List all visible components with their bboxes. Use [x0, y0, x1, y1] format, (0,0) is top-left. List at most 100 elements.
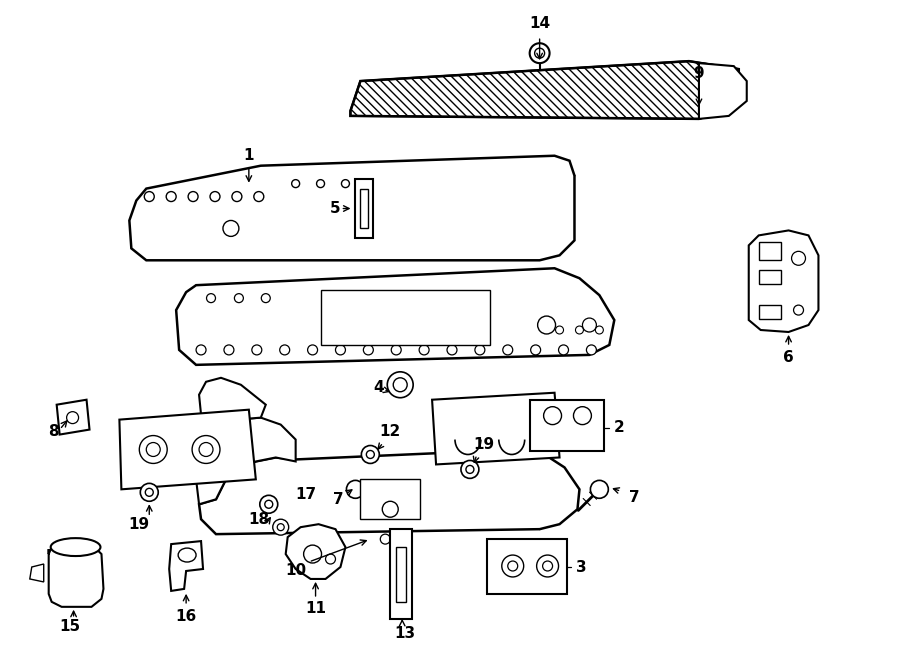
- Circle shape: [393, 378, 407, 392]
- Polygon shape: [199, 449, 580, 534]
- Circle shape: [535, 48, 544, 58]
- Text: 14: 14: [529, 16, 550, 31]
- Text: 19: 19: [129, 517, 150, 531]
- Text: 1: 1: [244, 148, 254, 163]
- Circle shape: [794, 305, 804, 315]
- Circle shape: [587, 345, 597, 355]
- Bar: [759, 243, 780, 260]
- Ellipse shape: [178, 548, 196, 562]
- Text: 7: 7: [629, 490, 640, 505]
- Circle shape: [261, 293, 270, 303]
- Circle shape: [317, 180, 325, 188]
- Bar: [360, 188, 368, 229]
- Circle shape: [326, 554, 336, 564]
- Text: 6: 6: [783, 350, 794, 366]
- Polygon shape: [49, 544, 104, 607]
- Polygon shape: [176, 268, 615, 365]
- Text: 2: 2: [614, 420, 625, 435]
- Text: 17: 17: [295, 486, 316, 502]
- Circle shape: [543, 561, 553, 571]
- Circle shape: [224, 345, 234, 355]
- Ellipse shape: [50, 538, 101, 556]
- Circle shape: [419, 345, 429, 355]
- Circle shape: [140, 483, 158, 501]
- Text: 7: 7: [333, 492, 344, 507]
- Circle shape: [559, 345, 569, 355]
- Polygon shape: [169, 541, 203, 591]
- Circle shape: [508, 561, 518, 571]
- Circle shape: [596, 326, 603, 334]
- Circle shape: [232, 192, 242, 202]
- Text: 16: 16: [176, 609, 197, 624]
- Polygon shape: [285, 524, 346, 579]
- Circle shape: [199, 442, 213, 457]
- Bar: [356, 178, 373, 239]
- Circle shape: [466, 465, 474, 473]
- Circle shape: [392, 345, 401, 355]
- Bar: [759, 305, 780, 319]
- Polygon shape: [57, 400, 89, 434]
- Circle shape: [166, 192, 176, 202]
- Circle shape: [366, 451, 374, 459]
- Circle shape: [273, 519, 289, 535]
- Circle shape: [206, 293, 215, 303]
- Circle shape: [590, 481, 608, 498]
- Circle shape: [537, 316, 555, 334]
- Circle shape: [502, 555, 524, 577]
- Polygon shape: [30, 564, 44, 582]
- Circle shape: [303, 545, 321, 563]
- Text: 3: 3: [576, 559, 587, 574]
- Bar: [759, 270, 780, 284]
- Circle shape: [387, 372, 413, 398]
- Circle shape: [308, 345, 318, 355]
- Circle shape: [336, 345, 346, 355]
- Text: 15: 15: [59, 619, 80, 635]
- Circle shape: [341, 180, 349, 188]
- Text: 8: 8: [49, 424, 59, 439]
- Circle shape: [503, 345, 513, 355]
- Bar: [360, 479, 420, 519]
- Circle shape: [277, 524, 284, 531]
- Bar: [391, 529, 412, 619]
- Text: 10: 10: [285, 563, 306, 578]
- Circle shape: [210, 192, 220, 202]
- Circle shape: [254, 192, 264, 202]
- Polygon shape: [749, 231, 818, 332]
- Circle shape: [573, 407, 591, 424]
- Circle shape: [381, 534, 391, 544]
- Circle shape: [223, 221, 238, 237]
- Circle shape: [280, 345, 290, 355]
- Circle shape: [364, 345, 374, 355]
- Circle shape: [140, 436, 167, 463]
- Polygon shape: [699, 63, 747, 119]
- Polygon shape: [199, 378, 266, 430]
- Circle shape: [67, 412, 78, 424]
- Polygon shape: [130, 156, 574, 260]
- Circle shape: [144, 192, 154, 202]
- Circle shape: [582, 318, 597, 332]
- Text: 5: 5: [330, 201, 341, 216]
- Circle shape: [260, 495, 278, 513]
- Text: 9: 9: [694, 65, 705, 81]
- Circle shape: [530, 43, 550, 63]
- Circle shape: [792, 251, 806, 265]
- Circle shape: [555, 326, 563, 334]
- Text: 18: 18: [248, 512, 269, 527]
- Text: 11: 11: [305, 602, 326, 616]
- Circle shape: [382, 501, 398, 517]
- Circle shape: [252, 345, 262, 355]
- Bar: [530, 400, 604, 451]
- Circle shape: [292, 180, 300, 188]
- Circle shape: [544, 407, 562, 424]
- Circle shape: [531, 345, 541, 355]
- Circle shape: [196, 345, 206, 355]
- Circle shape: [147, 442, 160, 457]
- Bar: [487, 539, 566, 594]
- Circle shape: [234, 293, 243, 303]
- Polygon shape: [120, 410, 256, 489]
- Circle shape: [346, 481, 364, 498]
- Text: 4: 4: [373, 380, 383, 395]
- Text: 19: 19: [473, 437, 494, 452]
- Circle shape: [362, 446, 379, 463]
- Bar: [396, 547, 406, 602]
